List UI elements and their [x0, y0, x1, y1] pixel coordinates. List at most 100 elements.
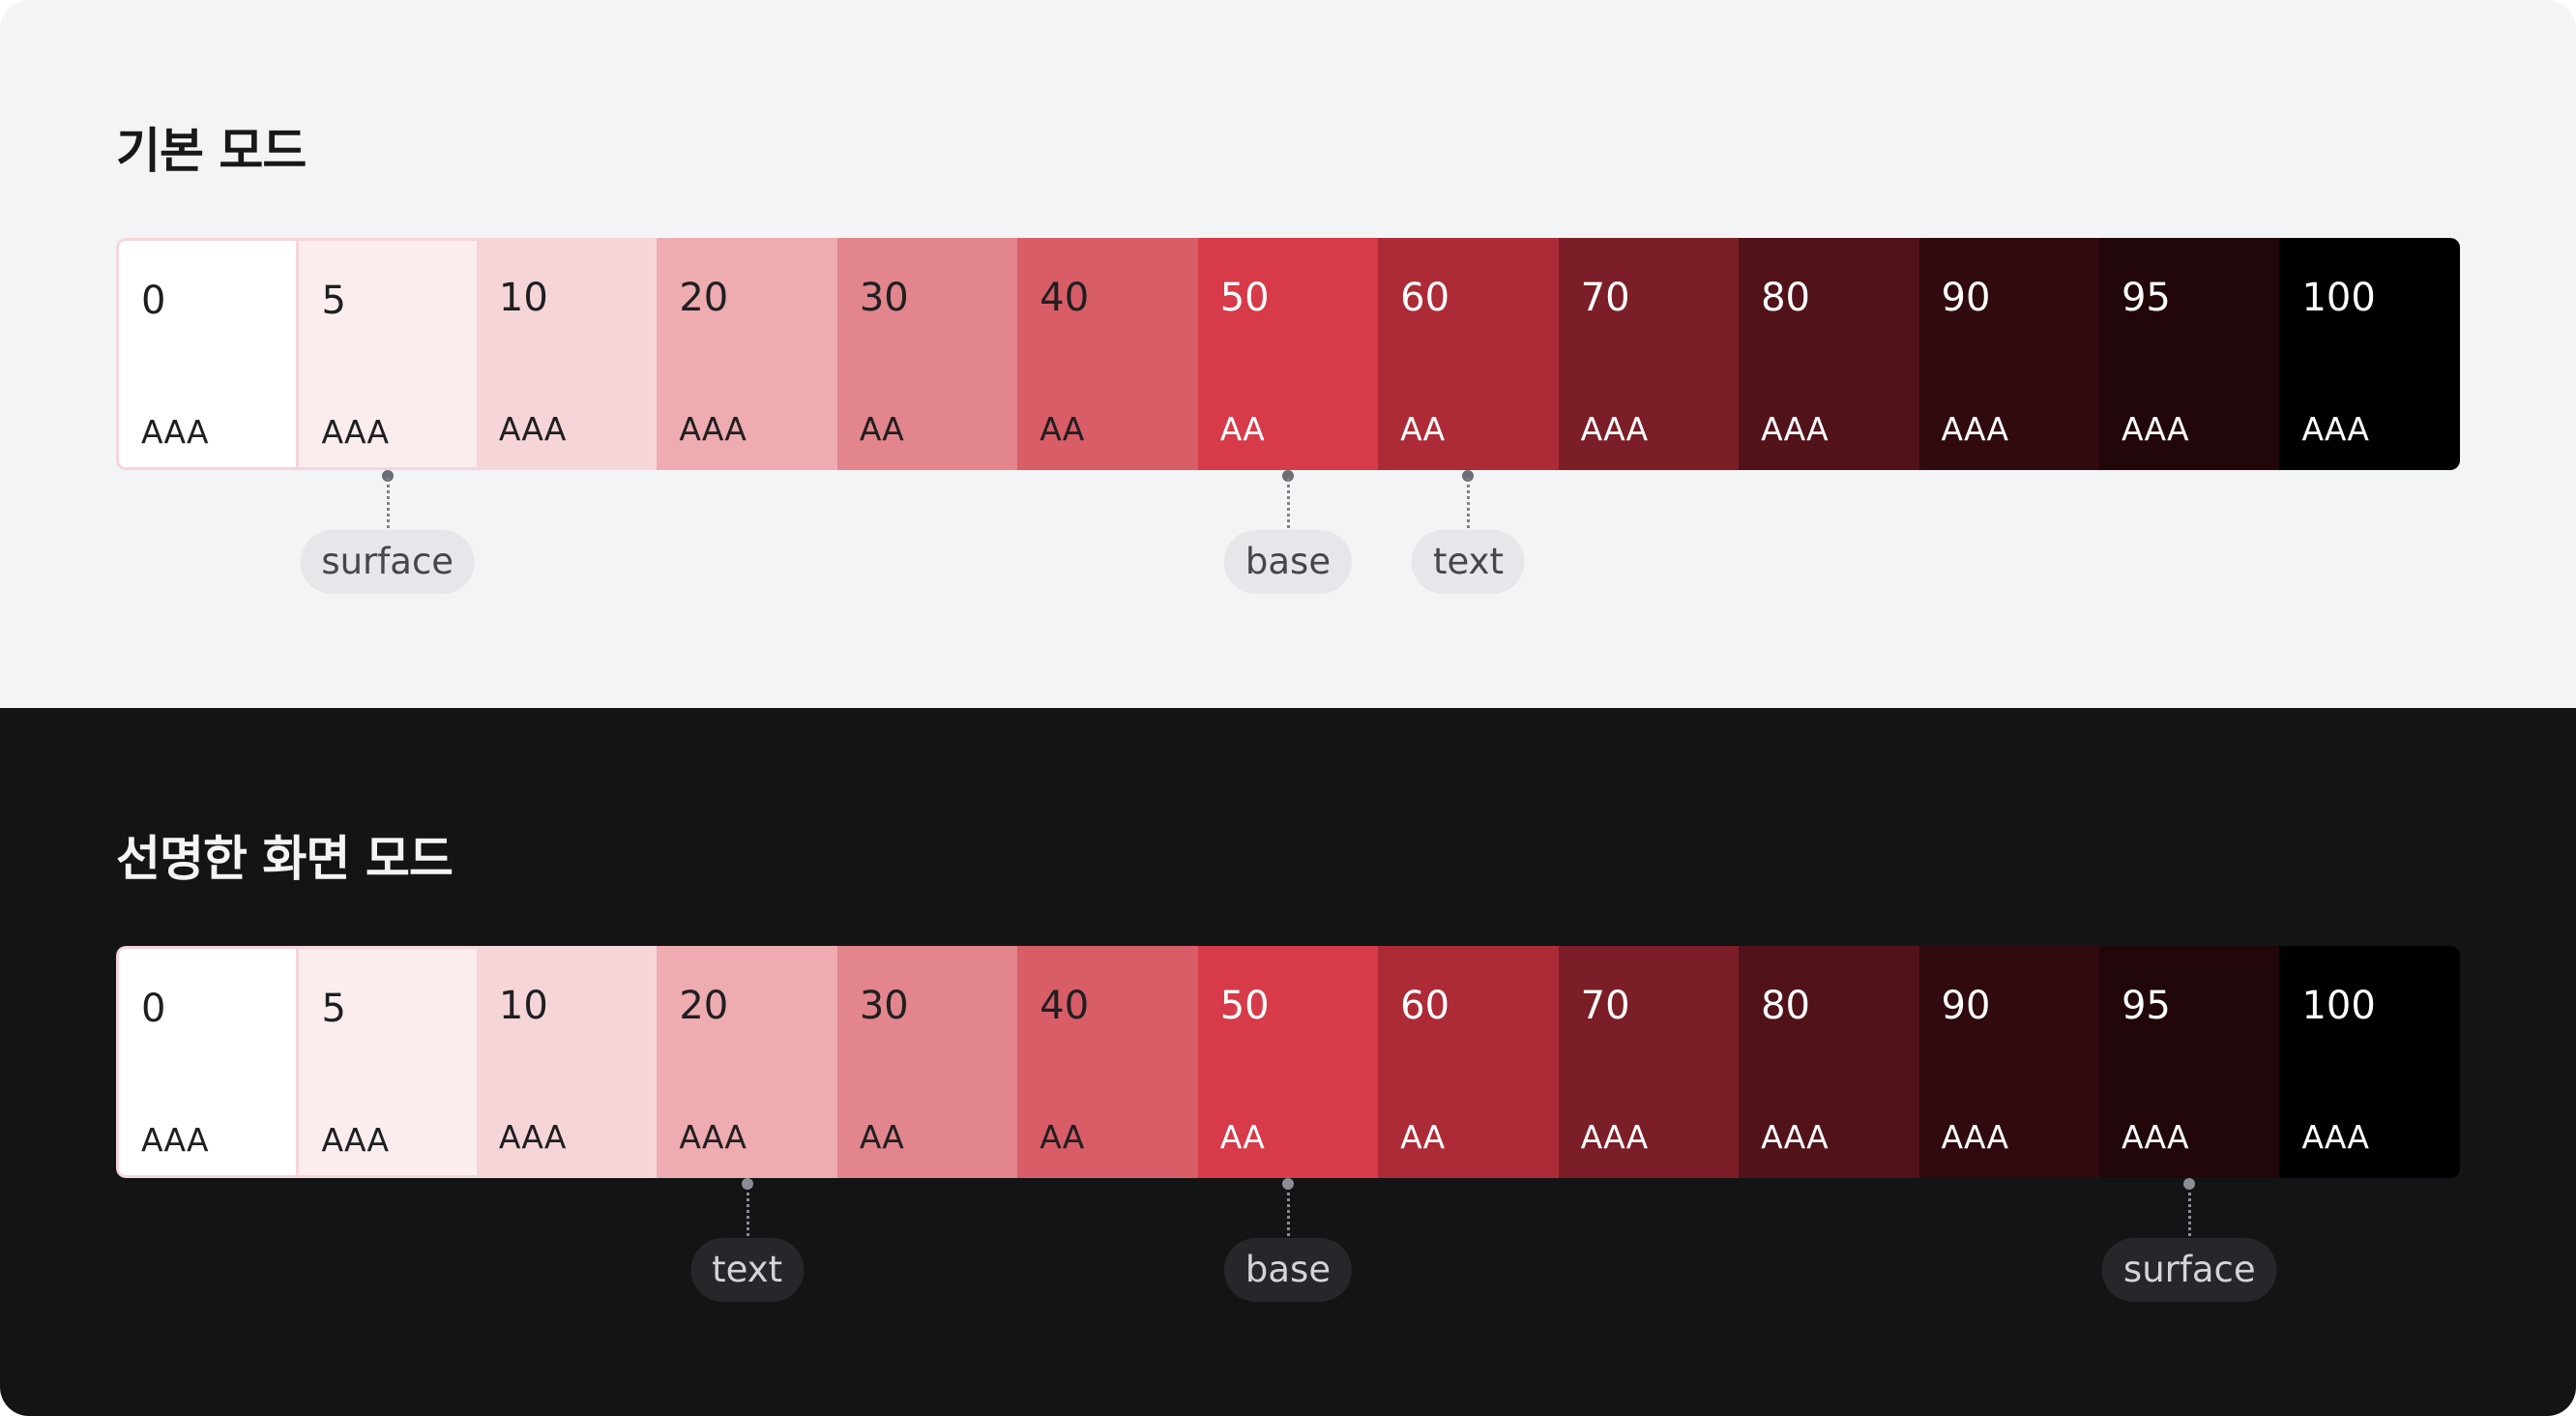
- swatch-step-label: 70: [1580, 276, 1630, 320]
- swatch-70: 70 AAA: [1558, 238, 1740, 470]
- swatch-95: 95 AAA: [2098, 238, 2280, 470]
- token-chip: base: [1223, 530, 1353, 594]
- swatch-step-label: 40: [1039, 984, 1090, 1028]
- swatch-step-label: 100: [2301, 984, 2376, 1028]
- marker-connector: [1287, 478, 1290, 534]
- light-mode-title: 기본 모드: [116, 123, 307, 179]
- swatch-step-label: 95: [2121, 984, 2171, 1028]
- swatch-95: 95 AAA: [2098, 946, 2280, 1178]
- swatch-50: 50 AA: [1197, 946, 1379, 1178]
- swatch-step-label: 60: [1400, 276, 1450, 320]
- contrast-rating: AA: [1400, 410, 1446, 448]
- contrast-rating: AAA: [1761, 1118, 1829, 1156]
- swatch-step-label: 70: [1580, 984, 1630, 1028]
- contrast-rating: AA: [1219, 1118, 1265, 1156]
- swatch-step-label: 40: [1039, 276, 1090, 320]
- swatch-5: 5 AAA: [296, 238, 477, 470]
- swatch-20: 20 AAA: [657, 946, 837, 1178]
- contrast-rating: AAA: [679, 410, 746, 448]
- marker-dot: [381, 470, 394, 482]
- swatch-90: 90 AAA: [1918, 946, 2099, 1178]
- swatch-step-label: 60: [1400, 984, 1450, 1028]
- swatch-50: 50 AA: [1197, 238, 1379, 470]
- swatch-70: 70 AAA: [1558, 946, 1740, 1178]
- swatch-step-label: 0: [141, 279, 166, 323]
- marker-connector: [1287, 1186, 1290, 1242]
- dark-mode-title: 선명한 화면 모드: [116, 831, 454, 887]
- marker-connector: [746, 1186, 749, 1242]
- swatch-0: 0 AAA: [116, 946, 297, 1178]
- swatch-step-label: 95: [2121, 276, 2171, 320]
- marker-dot: [1282, 470, 1294, 482]
- contrast-rating: AAA: [1761, 410, 1829, 448]
- swatch-20: 20 AAA: [657, 238, 837, 470]
- swatch-100: 100 AAA: [2279, 238, 2460, 470]
- contrast-rating: AA: [859, 1118, 904, 1156]
- swatch-80: 80 AAA: [1739, 946, 1919, 1178]
- contrast-rating: AAA: [1580, 1118, 1649, 1156]
- swatch-40: 40 AA: [1017, 946, 1198, 1178]
- swatch-40: 40 AA: [1017, 238, 1198, 470]
- contrast-rating: AAA: [321, 1121, 390, 1159]
- token-chip: text: [1411, 530, 1525, 594]
- contrast-rating: AAA: [498, 1118, 567, 1156]
- swatch-80: 80 AAA: [1739, 238, 1919, 470]
- swatch-step-label: 0: [141, 987, 166, 1031]
- marker-dot: [741, 1178, 753, 1190]
- swatch-step-label: 100: [2301, 276, 2376, 320]
- contrast-rating: AAA: [2301, 410, 2369, 448]
- swatch-step-label: 20: [679, 984, 729, 1028]
- dark-mode-swatch-row: 0 AAA 5 AAA 10 AAA 20 AAA 30 AA 40 AA 50 AA 60 AA 70 AAA 8…: [116, 946, 2460, 1178]
- contrast-rating: AAA: [141, 1121, 209, 1159]
- dark-mode-panel: 선명한 화면 모드 0 AAA 5 AAA 10 AAA 20 AAA 30 AA 40 AA 50 AA…: [0, 708, 2576, 1416]
- swatch-step-label: 30: [859, 984, 909, 1028]
- marker-dot: [2183, 1178, 2196, 1190]
- swatch-step-label: 5: [321, 987, 346, 1031]
- contrast-rating: AAA: [2121, 410, 2189, 448]
- swatch-step-label: 20: [679, 276, 729, 320]
- swatch-100: 100 AAA: [2279, 946, 2460, 1178]
- swatch-step-label: 5: [321, 279, 346, 323]
- light-mode-swatch-row: 0 AAA 5 AAA 10 AAA 20 AAA 30 AA 40 AA 50 AA 60 AA 70 AAA 8…: [116, 238, 2460, 470]
- contrast-rating: AAA: [498, 410, 567, 448]
- marker-connector: [1467, 478, 1471, 534]
- token-chip: surface: [2101, 1238, 2277, 1302]
- contrast-rating: AAA: [1580, 410, 1649, 448]
- swatch-step-label: 10: [498, 276, 548, 320]
- contrast-rating: AA: [1400, 1118, 1446, 1156]
- token-chip: text: [690, 1238, 805, 1302]
- swatch-90: 90 AAA: [1918, 238, 2099, 470]
- swatch-30: 30 AA: [836, 238, 1018, 470]
- light-mode-panel: 기본 모드 0 AAA 5 AAA 10 AAA 20 AAA 30 AA 40 AA 50 AA 60 AA…: [0, 0, 2576, 708]
- swatch-5: 5 AAA: [296, 946, 477, 1178]
- token-chip: surface: [300, 530, 476, 594]
- swatch-step-label: 50: [1219, 984, 1270, 1028]
- swatch-step-label: 80: [1761, 984, 1810, 1028]
- swatch-60: 60 AA: [1378, 946, 1559, 1178]
- swatch-step-label: 80: [1761, 276, 1810, 320]
- contrast-rating: AA: [1219, 410, 1265, 448]
- swatch-step-label: 90: [1941, 276, 1991, 320]
- contrast-rating: AAA: [141, 413, 209, 451]
- swatch-10: 10 AAA: [476, 946, 658, 1178]
- contrast-rating: AAA: [321, 413, 390, 451]
- contrast-rating: AAA: [679, 1118, 746, 1156]
- contrast-rating: AA: [859, 410, 904, 448]
- swatch-0: 0 AAA: [116, 238, 297, 470]
- marker-dot: [1282, 1178, 1294, 1190]
- marker-dot: [1462, 470, 1475, 482]
- contrast-rating: AAA: [2121, 1118, 2189, 1156]
- swatch-step-label: 10: [498, 984, 548, 1028]
- contrast-rating: AAA: [1941, 410, 2009, 448]
- swatch-60: 60 AA: [1378, 238, 1559, 470]
- contrast-rating: AA: [1039, 410, 1085, 448]
- contrast-rating: AAA: [1941, 1118, 2009, 1156]
- marker-connector: [386, 478, 390, 534]
- contrast-rating: AAA: [2301, 1118, 2369, 1156]
- swatch-10: 10 AAA: [476, 238, 658, 470]
- swatch-30: 30 AA: [836, 946, 1018, 1178]
- contrast-rating: AA: [1039, 1118, 1085, 1156]
- swatch-step-label: 30: [859, 276, 909, 320]
- token-chip: base: [1223, 1238, 1353, 1302]
